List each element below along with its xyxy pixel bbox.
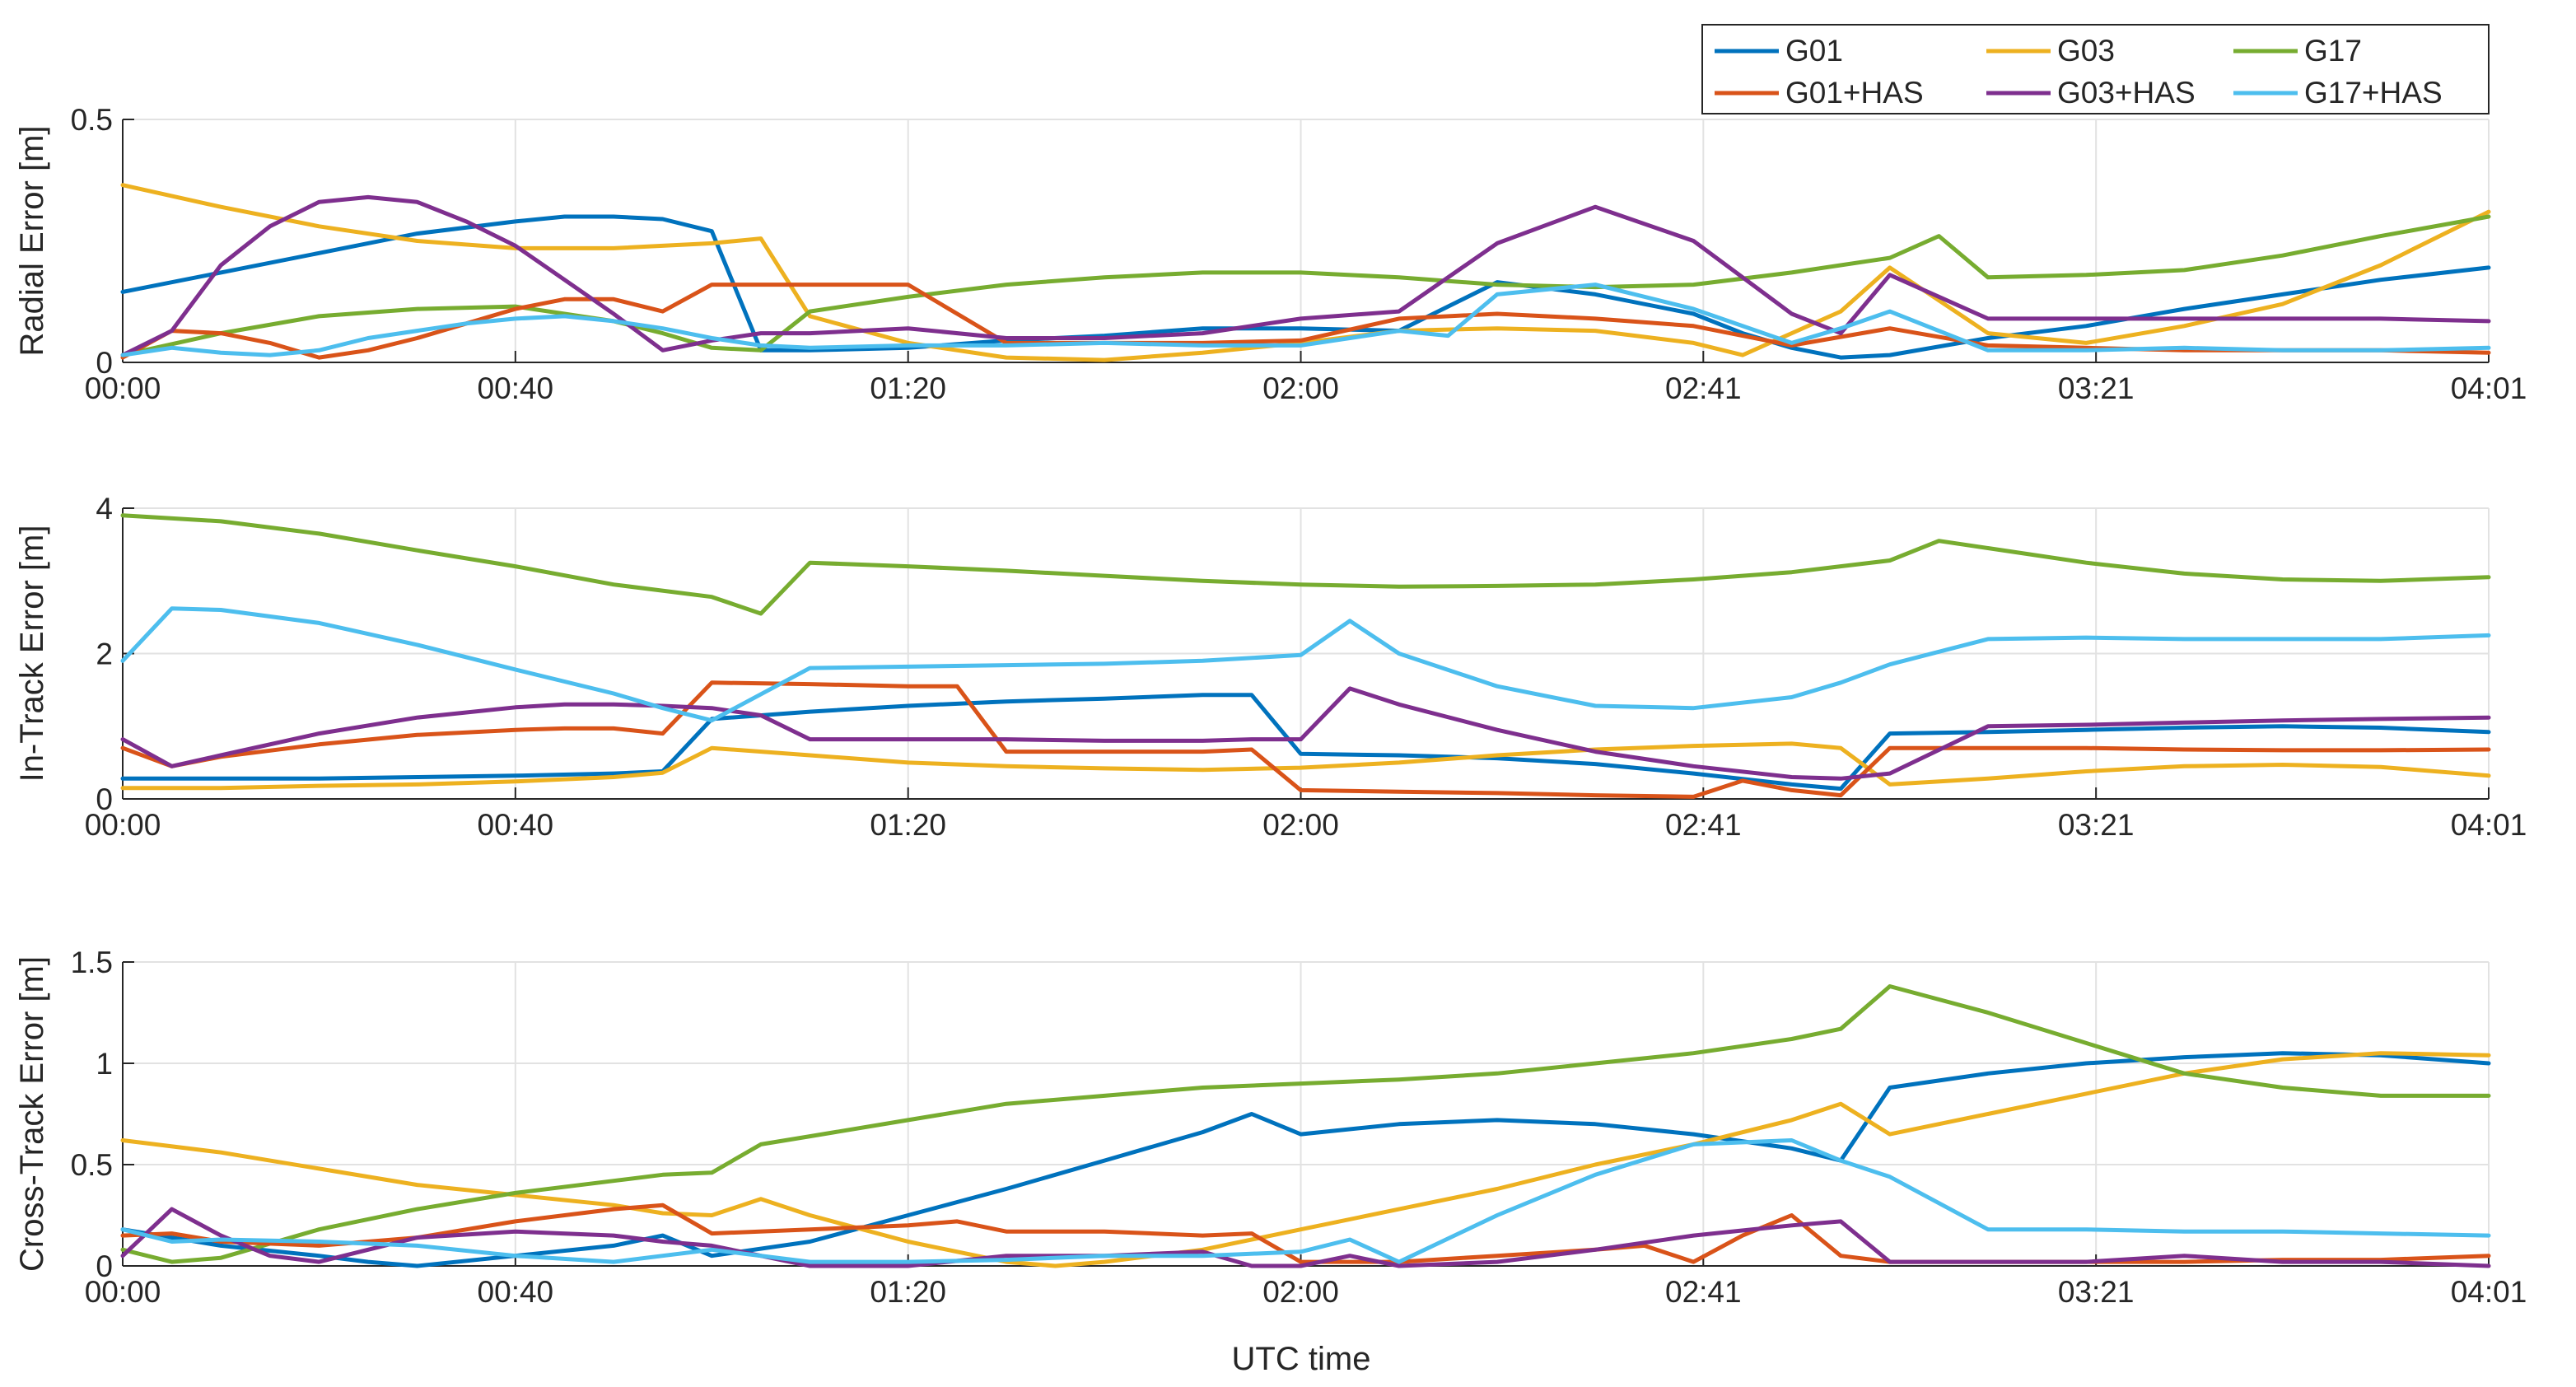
- legend-label-g17: G17: [2304, 34, 2362, 68]
- in-track-y-tick-label: 0: [96, 782, 113, 816]
- radial-y-tick-label: 0: [96, 346, 113, 380]
- radial-x-tick-label: 04:01: [2451, 371, 2527, 405]
- legend-label-g03-has: G03+HAS: [2057, 76, 2196, 110]
- legend: G01 G03 G17 G01+HAS G03+HAS G17+HAS: [1701, 24, 2490, 114]
- in-track-series-line-g01-has: [120, 680, 2491, 799]
- radial-x-tick-label: 03:21: [2058, 371, 2135, 405]
- in-track-x-tick-label: 02:00: [1262, 808, 1339, 842]
- radial-x-tick-label: 02:00: [1262, 371, 1339, 405]
- legend-entry-g01: G01: [1715, 34, 1843, 68]
- in-track-series-line-g17: [120, 513, 2491, 616]
- legend-entry-g03-has: G03+HAS: [1986, 76, 2196, 110]
- cross-track-y-tick-label: 1: [96, 1047, 113, 1081]
- radial-x-tick-label: 01:20: [870, 371, 946, 405]
- in-track-x-tick-label: 02:41: [1665, 808, 1742, 842]
- legend-label-g03: G03: [2057, 34, 2115, 68]
- radial-error-panel: 00:00 00:40 01:20 02:00 02:41 03:21 04:01 0 0.5 R…: [14, 103, 2527, 405]
- cross-track-x-tick-label: 03:21: [2058, 1275, 2135, 1309]
- legend-label-g01: G01: [1785, 34, 1843, 68]
- radial-series-line-g03-has: [120, 194, 2491, 357]
- radial-x-tick-label: 02:41: [1665, 371, 1742, 405]
- radial-y-tick-label: 0.5: [71, 103, 113, 137]
- cross-track-y-tick-label: 1.5: [71, 946, 113, 979]
- in-track-x-tick-label: 04:01: [2451, 808, 2527, 842]
- cross-track-x-tick-label: 02:41: [1665, 1275, 1742, 1309]
- radial-y-axis-title: Radial Error [m]: [14, 125, 50, 356]
- cross-track-error-panel: 00:00 00:40 01:20 02:00 02:41 03:21 04:01 0 0.5 1…: [14, 946, 2527, 1309]
- legend-label-g01-has: G01+HAS: [1785, 76, 1924, 110]
- legend-entry-g17-has: G17+HAS: [2233, 76, 2443, 110]
- in-track-x-tick-label: 00:00: [85, 808, 161, 842]
- legend-entry-g01-has: G01+HAS: [1715, 76, 1924, 110]
- in-track-x-tick-label: 01:20: [870, 808, 946, 842]
- legend-label-g17-has: G17+HAS: [2304, 76, 2443, 110]
- radial-x-tick-label: 00:40: [478, 371, 554, 405]
- in-track-x-tick-label: 03:21: [2058, 808, 2135, 842]
- in-track-series-line-g03-has: [120, 686, 2491, 781]
- cross-track-series-line-g17: [120, 984, 2491, 1264]
- radial-series-line-g17: [120, 214, 2491, 357]
- cross-track-series-line-g03-has: [120, 1207, 2491, 1268]
- cross-track-x-tick-label: 00:40: [478, 1275, 554, 1309]
- cross-track-series-line-g03: [120, 1051, 2491, 1268]
- in-track-y-tick-label: 2: [96, 637, 113, 671]
- in-track-error-panel: 00:00 00:40 01:20 02:00 02:41 03:21 04:01 0 2 4 In…: [14, 492, 2527, 842]
- legend-entry-g03: G03: [1986, 34, 2115, 68]
- in-track-x-tick-label: 00:40: [478, 808, 554, 842]
- cross-track-y-axis-title: Cross-Track Error [m]: [14, 956, 50, 1272]
- in-track-series-line-g17-has: [120, 606, 2491, 723]
- cross-track-x-tick-label: 01:20: [870, 1275, 946, 1309]
- radial-x-tick-label: 00:00: [85, 371, 161, 405]
- in-track-y-tick-label: 4: [96, 492, 113, 525]
- in-track-series-line-g01: [120, 693, 2491, 792]
- legend-entry-g17: G17: [2233, 34, 2362, 68]
- cross-track-y-tick-label: 0.5: [71, 1148, 113, 1182]
- in-track-y-axis-title: In-Track Error [m]: [14, 525, 50, 782]
- radial-series-line-g17-has: [120, 283, 2491, 357]
- cross-track-y-tick-label: 0: [96, 1249, 113, 1283]
- cross-track-series-line-g01: [120, 1051, 2491, 1268]
- cross-track-x-tick-label: 00:00: [85, 1275, 161, 1309]
- cross-track-x-tick-label: 04:01: [2451, 1275, 2527, 1309]
- cross-track-x-tick-label: 02:00: [1262, 1275, 1339, 1309]
- in-track-series-line-g03: [120, 741, 2491, 791]
- legend-box: [1701, 24, 2490, 114]
- x-axis-title: UTC time: [1232, 1341, 1371, 1377]
- cross-track-series-line-g17-has: [120, 1138, 2491, 1264]
